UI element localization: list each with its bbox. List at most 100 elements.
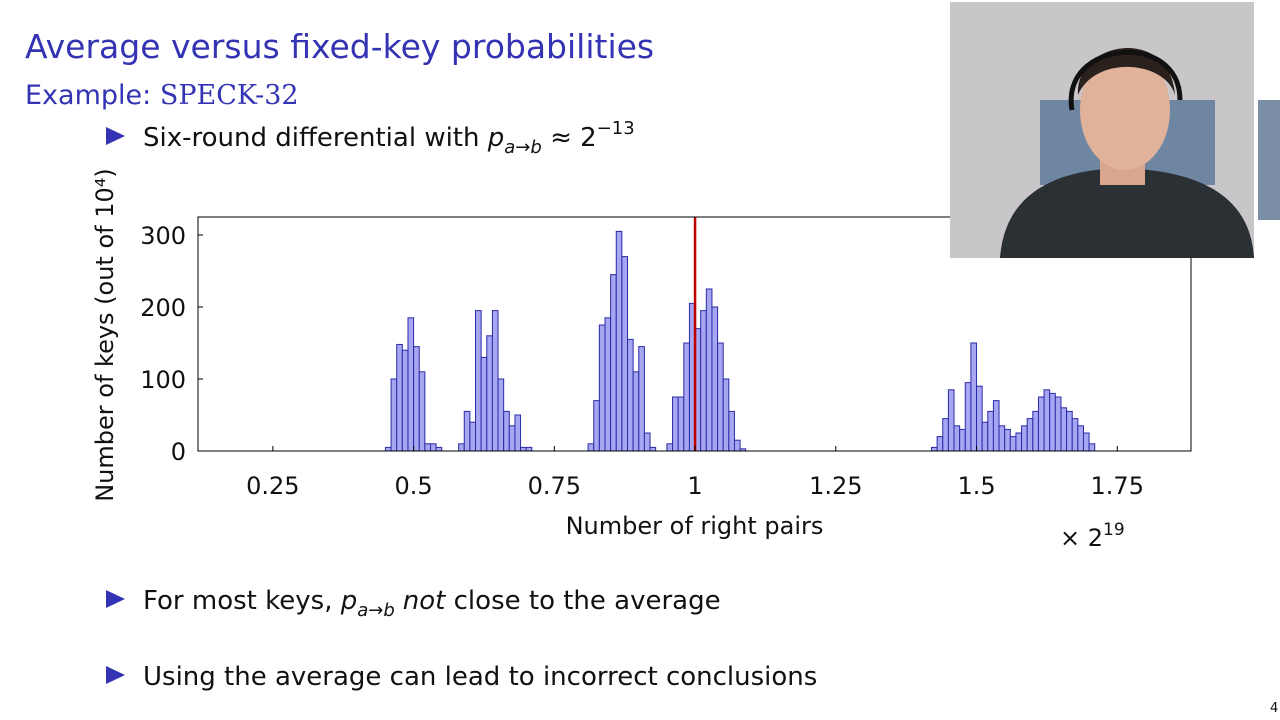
bar — [649, 446, 657, 452]
bar — [1088, 443, 1096, 452]
x-tick-label: 0.5 — [395, 472, 433, 500]
bar — [1077, 425, 1084, 452]
bar — [497, 378, 505, 452]
x-axis-label: Number of right pairs — [566, 512, 824, 540]
prob-subscript: a→b — [504, 137, 542, 158]
subtitle-lead: Example: — [25, 80, 160, 111]
bar — [1066, 410, 1073, 452]
multiplier-exponent: 19 — [1103, 520, 1125, 540]
person-face — [1080, 50, 1170, 170]
bar — [998, 425, 1006, 452]
x-tick-label: 1.25 — [809, 472, 862, 500]
bar — [1037, 396, 1045, 452]
bar — [424, 443, 431, 452]
bar — [525, 446, 533, 452]
prob-exponent: −13 — [597, 118, 635, 139]
bar — [632, 371, 640, 452]
bar — [683, 342, 690, 452]
bar — [401, 349, 409, 452]
bar — [627, 338, 634, 452]
bar — [491, 310, 499, 452]
bar — [469, 421, 477, 452]
bullet-marker — [106, 666, 125, 684]
x-tick-label: 1.75 — [1091, 472, 1144, 500]
bar — [638, 346, 645, 452]
bar — [435, 446, 443, 452]
bar — [587, 443, 595, 452]
bar — [700, 310, 707, 452]
bar — [486, 335, 493, 452]
background-poster — [1258, 100, 1280, 220]
prob-relation: ≈ 2 — [542, 123, 597, 153]
bar — [475, 310, 482, 452]
bar — [429, 443, 437, 452]
bar — [384, 446, 392, 452]
bar — [520, 446, 527, 452]
bar — [463, 410, 471, 452]
cipher-name: SPECK-32 — [160, 80, 299, 111]
axis-multiplier: × 219 — [1060, 520, 1125, 552]
histogram: 0.25 0.5 0.75 1 1.25 1.5 1.75 0 100 200 300 Number … — [91, 168, 1192, 540]
bar — [1015, 432, 1023, 452]
bar — [1082, 432, 1090, 452]
slide-title: Average versus fixed-key probabilities — [25, 27, 654, 66]
bar — [458, 443, 465, 452]
bar — [615, 230, 623, 452]
bullet-marker — [106, 127, 125, 145]
slide-subtitle: Example: SPECK-32 — [25, 80, 299, 111]
prob-subscript: a→b — [357, 600, 395, 621]
bullet-text: close to the average — [445, 586, 720, 616]
bar — [1060, 407, 1068, 452]
bar — [705, 288, 713, 452]
bar — [610, 274, 617, 452]
bar — [964, 382, 972, 452]
bar — [503, 410, 510, 452]
bar — [480, 356, 488, 452]
bar — [1004, 428, 1011, 452]
bar — [959, 428, 966, 452]
headset — [1068, 49, 1183, 111]
bar — [643, 432, 651, 452]
bar — [1009, 436, 1017, 452]
x-tick-label: 0.25 — [246, 472, 299, 500]
bar — [672, 396, 679, 452]
bar — [1032, 410, 1039, 452]
bar — [593, 400, 600, 452]
bar — [1021, 425, 1028, 452]
bar — [936, 436, 944, 452]
bar — [1071, 418, 1079, 452]
bar — [413, 346, 420, 452]
bar — [722, 378, 730, 452]
y-tick-label: 0 — [171, 438, 186, 466]
bar — [930, 446, 938, 452]
bar — [1049, 392, 1056, 452]
bar — [418, 371, 426, 452]
multiplier-base: × 2 — [1060, 524, 1103, 552]
bar — [976, 385, 983, 452]
bar — [598, 324, 606, 452]
webcam — [950, 2, 1280, 258]
bullet-mid: For most keys, pa→b not close to the aver… — [143, 586, 721, 621]
bar — [396, 343, 403, 452]
bar — [407, 317, 415, 452]
bar — [992, 400, 1000, 452]
bar — [514, 414, 522, 452]
y-tick-label: 100 — [140, 366, 186, 394]
x-tick-label: 1.5 — [957, 472, 995, 500]
y-tick-label: 200 — [140, 294, 186, 322]
y-tick-label: 300 — [140, 222, 186, 250]
bar — [1043, 389, 1051, 452]
bar — [677, 396, 685, 452]
bullet-marker — [106, 590, 125, 608]
bar — [508, 425, 516, 452]
bar — [604, 317, 612, 452]
bar — [1026, 418, 1034, 452]
emphasis: not — [403, 586, 446, 616]
bar — [942, 418, 949, 452]
bar — [390, 378, 398, 452]
bar — [981, 421, 989, 452]
bar — [733, 439, 741, 452]
bullet-bottom: Using the average can lead to incorrect … — [143, 662, 817, 692]
prob-symbol: p — [340, 586, 358, 616]
